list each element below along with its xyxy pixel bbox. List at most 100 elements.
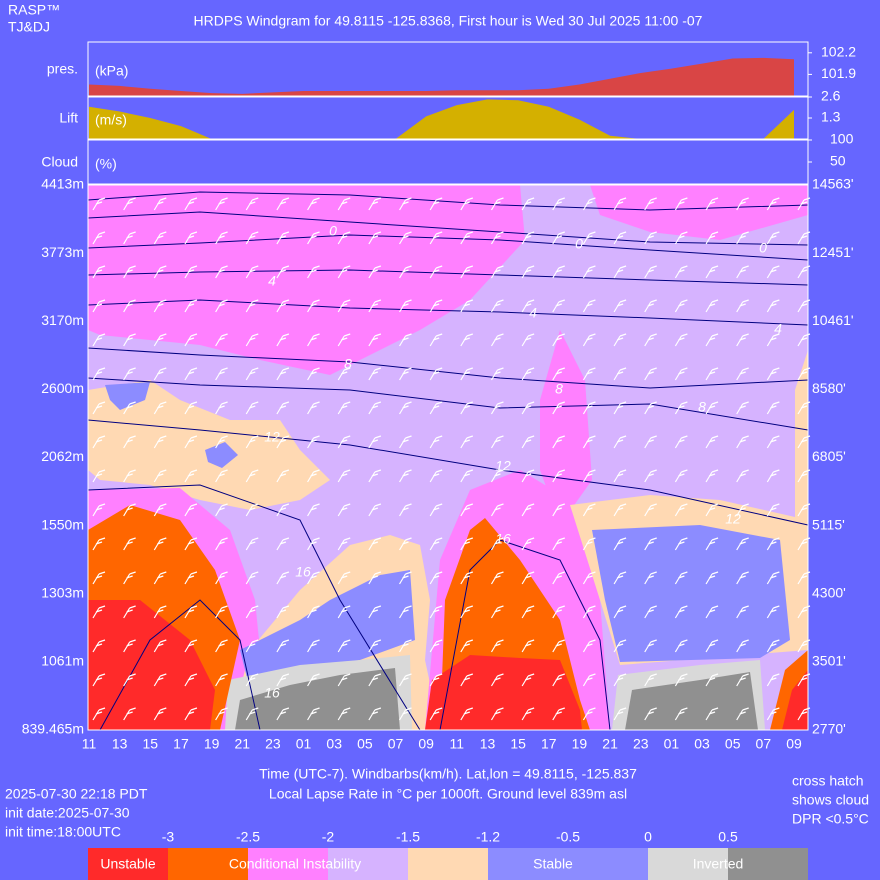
windbarb	[368, 673, 382, 687]
windbarb	[521, 469, 535, 483]
windbarb	[153, 401, 167, 415]
windbarb	[674, 639, 688, 653]
windbarb	[368, 435, 382, 449]
windbarb	[705, 265, 719, 279]
windbarb	[123, 197, 136, 211]
y-tick-label: 1.3	[821, 109, 841, 125]
windbarb	[736, 265, 749, 279]
x-tick-label: 07	[756, 736, 772, 752]
windbarb	[797, 571, 811, 585]
region	[590, 185, 808, 240]
windbarb	[337, 503, 351, 517]
windbarb	[276, 435, 290, 449]
y2-tick-label: 8580'	[812, 380, 846, 396]
footer-text: shows cloud	[792, 792, 869, 808]
contour-label: 4	[529, 305, 537, 321]
windbarb	[736, 605, 749, 619]
windbarb	[245, 435, 259, 449]
windbarb	[276, 571, 290, 585]
windbarb	[399, 537, 412, 551]
windbarb	[153, 639, 167, 653]
windbarb	[766, 503, 780, 517]
windbarb	[460, 197, 474, 211]
windbarb	[490, 571, 504, 585]
area	[89, 57, 794, 96]
windbarb	[797, 231, 811, 245]
windbarb	[582, 299, 596, 313]
windbarb	[215, 401, 228, 415]
windbarb	[184, 265, 198, 279]
x-tick-label: 21	[602, 736, 618, 752]
windbarb	[705, 639, 719, 653]
legend-swatch	[88, 848, 168, 880]
legend-tick: -1.5	[396, 829, 420, 845]
windbarb	[92, 435, 106, 449]
windbarb	[705, 537, 719, 551]
windbarb	[736, 435, 749, 449]
windbarb	[215, 639, 228, 653]
region	[88, 380, 330, 510]
windbarb	[766, 469, 780, 483]
y2-tick-label: 5115'	[812, 516, 845, 532]
windbarb	[215, 571, 228, 585]
x-tick-label: 13	[480, 736, 496, 752]
y-tick-label: 4413m	[41, 176, 84, 192]
windbarb	[399, 333, 412, 347]
x-tick-label: 05	[725, 736, 741, 752]
windbarb	[429, 231, 443, 245]
windbarb	[797, 401, 811, 415]
windbarb	[521, 673, 535, 687]
contour-label: 8	[344, 356, 352, 372]
windbarb	[736, 333, 749, 347]
windbarb	[337, 435, 351, 449]
panel-unit: (%)	[95, 156, 117, 172]
windbarb	[460, 503, 474, 517]
y2-tick-label: 2770'	[812, 721, 846, 737]
windbarb	[368, 367, 382, 381]
windbarb	[184, 231, 198, 245]
windbarb	[521, 605, 535, 619]
windbarb	[215, 367, 228, 381]
legend-swatch	[728, 848, 808, 880]
windbarb	[644, 469, 657, 483]
panel-frame	[87, 96, 809, 140]
windbarb	[215, 605, 228, 619]
region	[205, 442, 238, 468]
windbarb	[613, 401, 627, 415]
windbarb	[552, 537, 565, 551]
x-tick-label: 17	[173, 736, 189, 752]
y-tick-label: 100	[830, 131, 854, 147]
contour-line	[87, 347, 809, 389]
windbarb	[215, 299, 228, 313]
panel-unit: (m/s)	[95, 112, 127, 128]
legend-tick: 0.5	[718, 829, 738, 845]
windbarb	[644, 537, 657, 551]
windbarb	[276, 537, 290, 551]
windbarb	[184, 435, 198, 449]
windbarb	[766, 299, 780, 313]
windbarb	[766, 197, 780, 211]
windbarb	[490, 537, 504, 551]
legend-swatch	[488, 848, 648, 880]
windbarb	[153, 571, 167, 585]
x-tick-label: 03	[694, 736, 710, 752]
windbarb	[613, 707, 627, 721]
windbarb	[307, 367, 320, 381]
y-tick-label: 102.2	[821, 44, 856, 60]
x-tick-label: 03	[326, 736, 342, 752]
legend-tick: -2	[322, 829, 335, 845]
x-tick-label: 01	[664, 736, 680, 752]
windbarb	[399, 707, 412, 721]
windbarb	[307, 503, 320, 517]
windbarb	[245, 231, 259, 245]
contour-label: 0	[759, 240, 767, 256]
windbarb	[337, 299, 351, 313]
x-tick-label: 19	[204, 736, 220, 752]
windbarb	[399, 231, 412, 245]
windbarb	[674, 231, 688, 245]
windbarb	[705, 231, 719, 245]
windbarb	[521, 435, 535, 449]
legend-tick: -1.2	[476, 829, 500, 845]
windbarb	[123, 605, 136, 619]
panel-bg	[88, 140, 808, 184]
